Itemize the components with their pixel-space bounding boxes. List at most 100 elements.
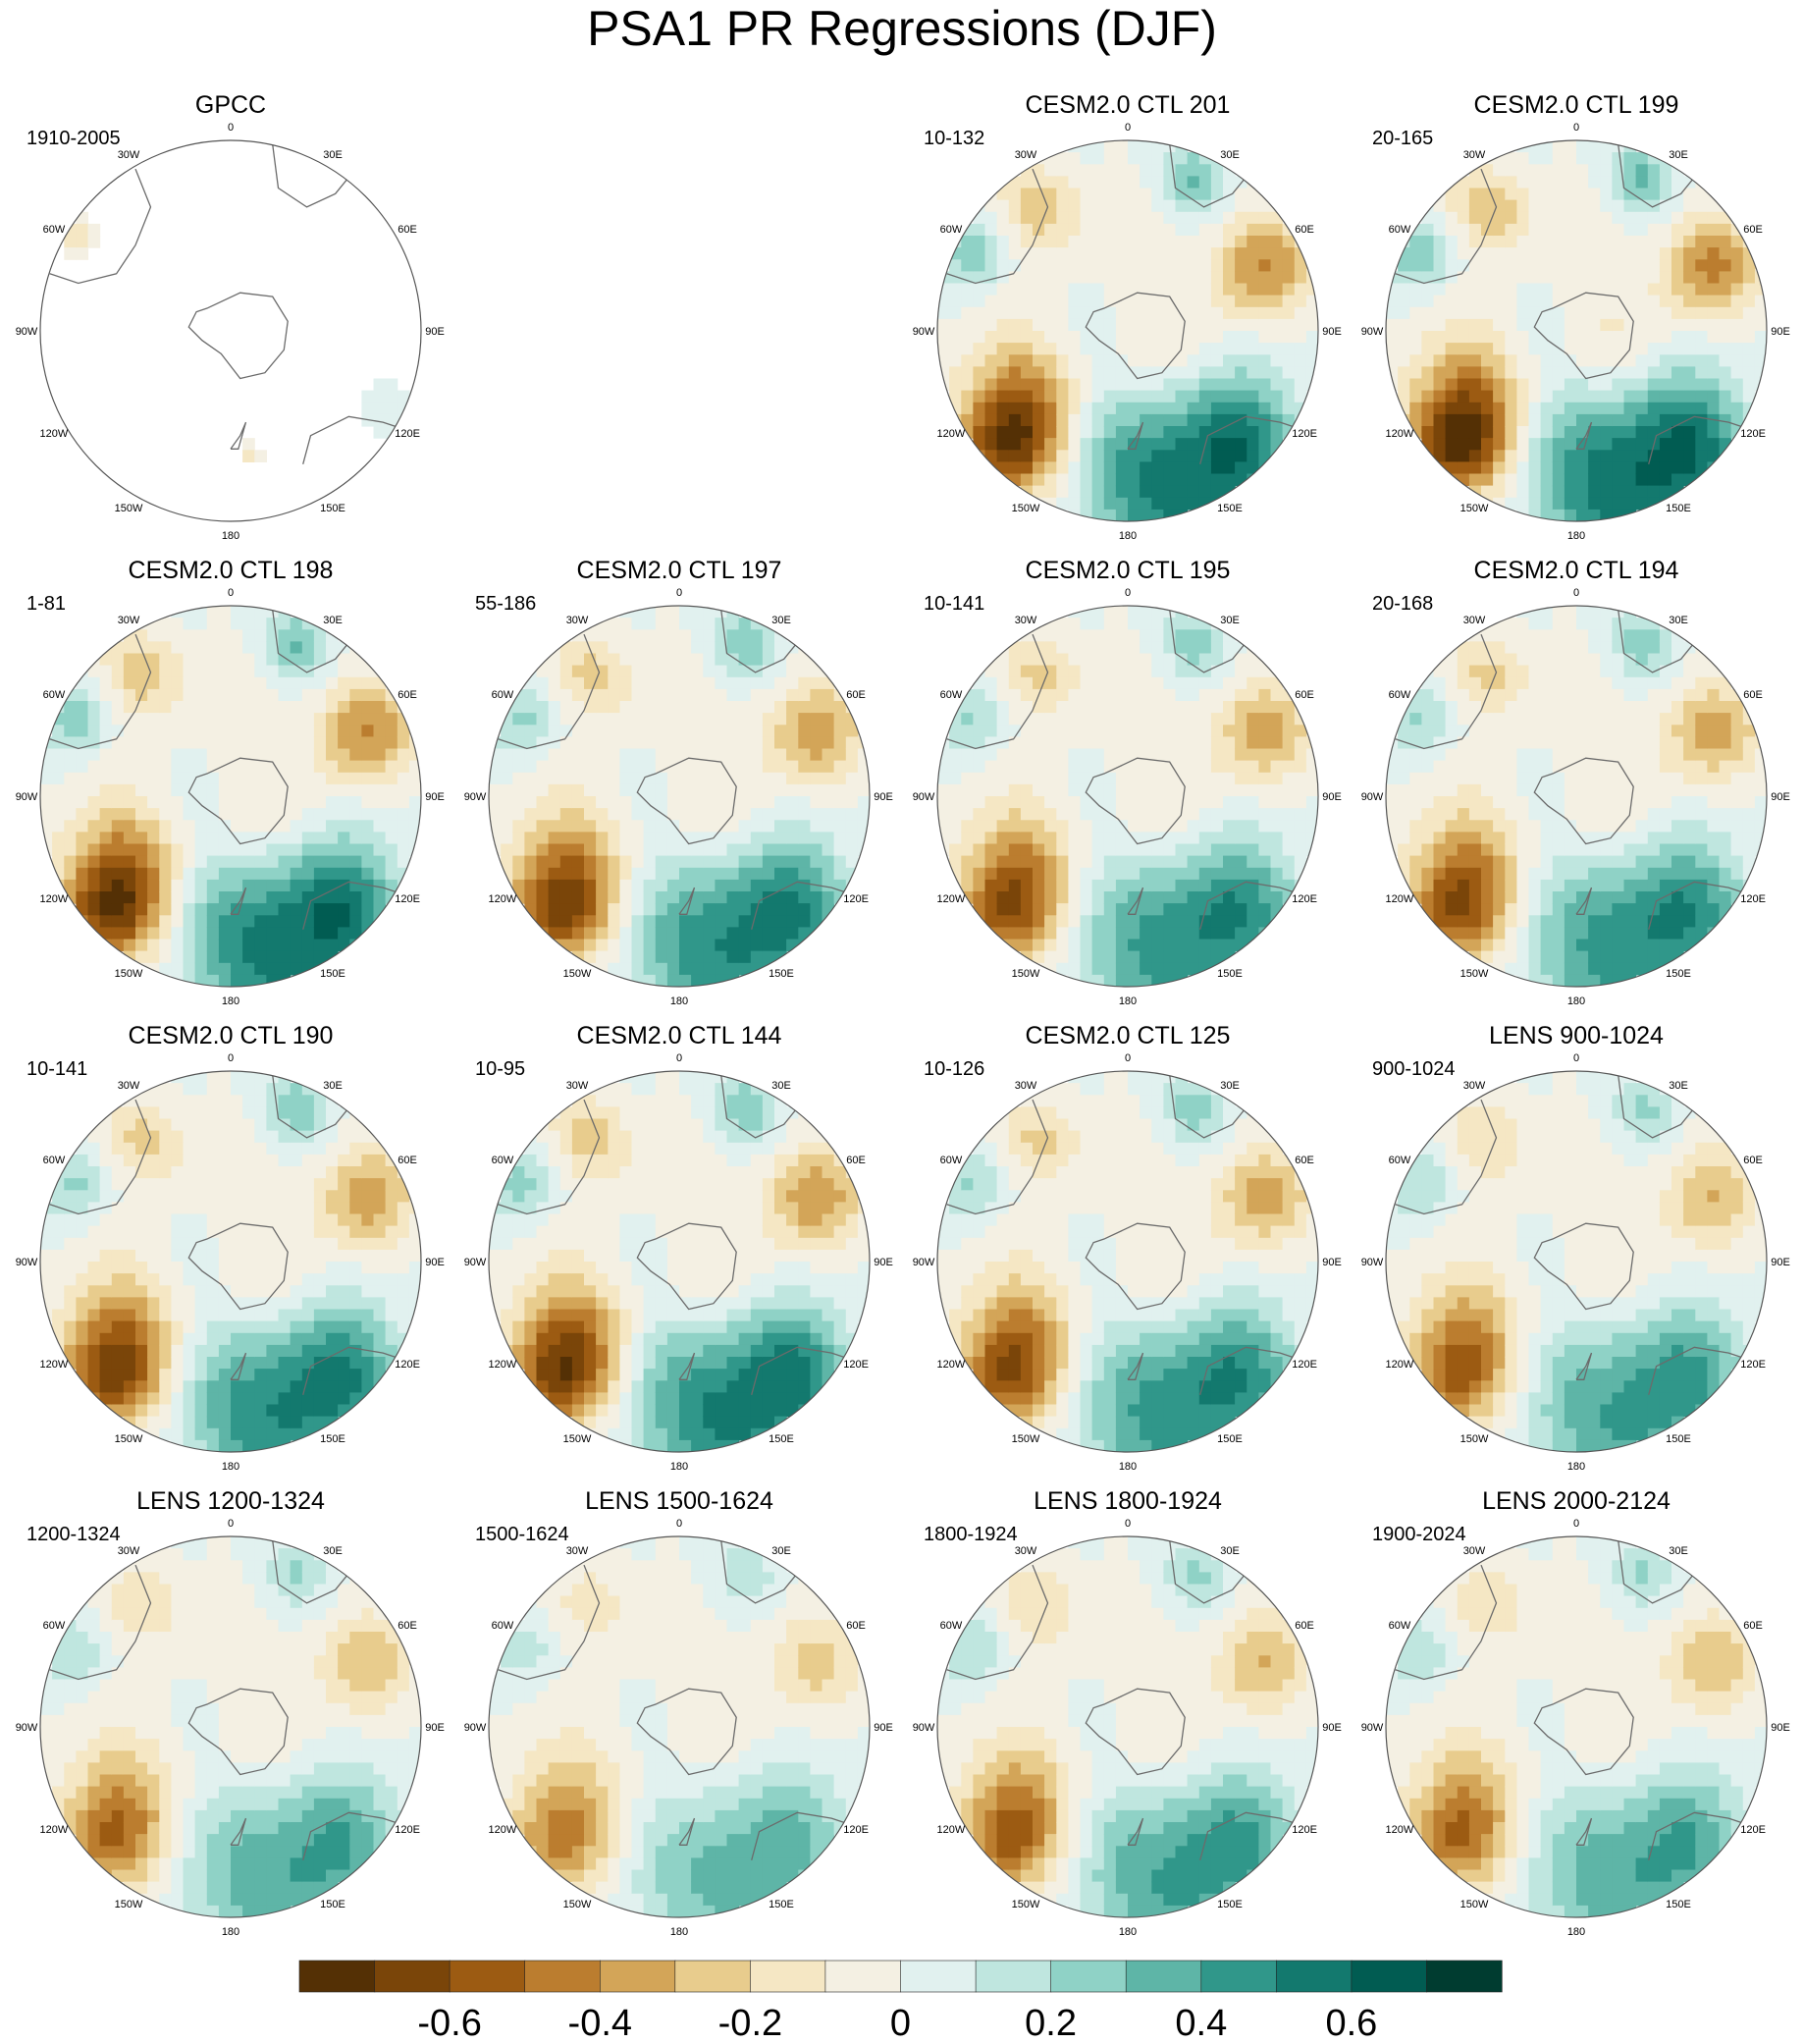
field-cell <box>1258 665 1272 678</box>
field-cell <box>1044 927 1057 941</box>
field-cell <box>147 736 160 750</box>
field-cell <box>996 331 1010 344</box>
field-cell <box>1528 283 1542 296</box>
field-cell <box>631 725 645 737</box>
field-cell <box>1033 927 1045 941</box>
field-cell <box>1445 283 1459 296</box>
field-cell <box>1175 820 1189 833</box>
field-cell <box>1588 676 1601 690</box>
field-cell <box>1068 820 1082 833</box>
field-cell <box>1576 223 1589 237</box>
field-cell <box>655 748 668 762</box>
field-cell <box>984 390 998 403</box>
field-cell <box>1223 295 1236 308</box>
coastline <box>49 168 152 285</box>
field-cell <box>1210 820 1224 833</box>
field-cell <box>99 820 113 833</box>
field-cell <box>1540 796 1554 809</box>
field-cell <box>643 927 657 941</box>
field-cell <box>1151 688 1164 702</box>
field-cell <box>254 713 267 726</box>
field-cell <box>171 748 185 762</box>
field-cell <box>937 283 950 296</box>
field-cell <box>1540 295 1554 308</box>
field-cell <box>313 820 327 833</box>
field-cell <box>1695 188 1708 201</box>
field-cell <box>1163 665 1177 678</box>
field-cell <box>183 748 196 762</box>
field-cell <box>1695 378 1708 392</box>
field-cell <box>984 426 998 439</box>
field-cell <box>524 783 538 797</box>
field-cell <box>596 629 609 642</box>
field-cell <box>1623 641 1637 655</box>
field-cell <box>1080 306 1093 320</box>
field-cell <box>1128 152 1141 165</box>
field-cell <box>1115 211 1129 225</box>
longitude-label: 90W <box>16 791 38 803</box>
field-cell <box>1528 402 1542 415</box>
field-cell <box>1080 701 1093 714</box>
field-cell <box>691 974 704 987</box>
field-cell <box>1020 820 1034 833</box>
field-cell <box>1659 378 1672 392</box>
field-cell <box>750 772 764 785</box>
coastline <box>187 757 289 845</box>
field-cell <box>194 867 208 881</box>
field-cell <box>1128 331 1141 344</box>
field-cell <box>655 713 668 726</box>
field-cell <box>1210 378 1224 392</box>
field-cell <box>1623 199 1637 213</box>
field-cell <box>833 820 847 833</box>
field-cell <box>1223 450 1236 462</box>
field-cell <box>1163 867 1177 881</box>
field-cell <box>1540 783 1554 797</box>
field-cell <box>1080 832 1093 845</box>
field-cell <box>571 903 585 916</box>
field-cell <box>1223 713 1236 726</box>
field-cell <box>1457 199 1470 213</box>
field-cell <box>361 796 375 809</box>
field-cell <box>1647 485 1661 499</box>
field-cell <box>1588 140 1601 153</box>
field-cell <box>1516 832 1530 845</box>
field-cell <box>973 366 986 380</box>
field-cell <box>1033 485 1045 499</box>
field-cell <box>774 725 787 737</box>
field-cell <box>1505 939 1517 952</box>
field-cell <box>548 855 561 869</box>
field-cell <box>1282 390 1296 403</box>
field-cell <box>1635 247 1649 260</box>
field-cell <box>1409 366 1422 380</box>
field-cell <box>1719 199 1732 213</box>
field-cell <box>52 772 65 785</box>
coastline <box>49 633 152 750</box>
field-cell <box>1505 390 1517 403</box>
field-cell <box>1659 176 1672 189</box>
field-cell <box>1564 283 1577 296</box>
field-cell <box>338 713 350 726</box>
field-cell <box>548 760 561 774</box>
field-cell <box>619 725 633 737</box>
field-cell <box>1163 176 1177 189</box>
field-cell <box>1068 354 1082 367</box>
field-cell <box>171 725 185 737</box>
longitude-label: 60W <box>43 224 66 236</box>
field-cell <box>1210 939 1224 952</box>
field-cell <box>679 606 692 619</box>
field-cell <box>996 891 1010 904</box>
field-cell <box>738 760 752 774</box>
field-cell <box>643 688 657 702</box>
field-cell <box>147 760 160 774</box>
field-cell <box>536 879 550 892</box>
field-cell <box>1151 676 1164 690</box>
field-cell <box>961 378 974 392</box>
field-cell <box>726 962 740 976</box>
field-cell <box>1421 283 1435 296</box>
field-cell <box>584 725 597 737</box>
field-cell <box>1258 808 1272 821</box>
field-cell <box>373 713 387 726</box>
field-cell <box>1647 283 1661 296</box>
field-cell <box>1305 796 1318 809</box>
field-cell <box>99 855 113 869</box>
